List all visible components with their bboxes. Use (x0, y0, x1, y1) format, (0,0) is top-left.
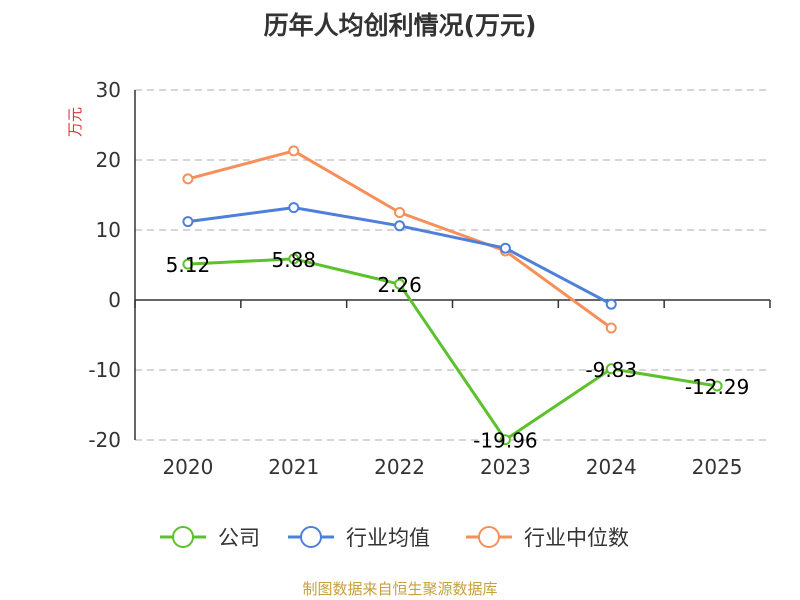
data-point (605, 363, 617, 375)
legend-marker (172, 526, 194, 548)
legend-marker (300, 526, 322, 548)
y-tick-label: 20 (96, 148, 121, 172)
data-point (605, 298, 617, 310)
data-point (288, 253, 300, 265)
series-line-0 (187, 257, 718, 442)
data-label: 5.12 (166, 253, 211, 277)
y-tick-label: 30 (96, 78, 121, 102)
data-label: -19.96 (473, 429, 537, 453)
series-lines (182, 145, 723, 446)
legend: 公司 行业均值 行业中位数 (160, 526, 629, 550)
source-note: 制图数据来自恒生聚源数据库 (302, 580, 498, 598)
chart-title: 历年人均创利情况(万元) (263, 11, 537, 40)
data-point (288, 145, 300, 157)
data-point (605, 322, 617, 334)
legend-label: 行业均值 (346, 526, 430, 550)
legend-item: 公司 (160, 526, 260, 550)
data-point (288, 202, 300, 214)
legend-label: 公司 (218, 526, 260, 550)
data-point (182, 173, 194, 185)
data-point (182, 258, 194, 270)
series-line-2 (187, 149, 613, 330)
data-label: 2.26 (377, 273, 422, 297)
data-point (499, 434, 511, 446)
y-axis-unit-label: 万元 (66, 107, 84, 137)
y-tick-label: -10 (88, 358, 121, 382)
legend-label: 行业中位数 (524, 526, 629, 550)
data-label: -9.83 (585, 358, 637, 382)
x-tick-label: 2022 (374, 455, 425, 479)
data-point (394, 278, 406, 290)
x-tick-label: 2023 (480, 455, 531, 479)
data-point (711, 380, 723, 392)
legend-item: 行业中位数 (466, 526, 629, 550)
data-point (182, 216, 194, 228)
y-tick-label: 0 (108, 288, 121, 312)
legend-marker (478, 526, 500, 548)
data-labels: 5.12 5.88 2.26 -19.96 -9.83 -12.29 (166, 248, 750, 453)
data-point (499, 242, 511, 254)
data-point (394, 207, 406, 218)
data-point (394, 220, 406, 232)
x-tick-label: 2024 (586, 455, 637, 479)
x-tick-label: 2020 (162, 455, 213, 479)
legend-item: 行业均值 (288, 526, 430, 550)
x-tick-label: 2021 (268, 455, 319, 479)
axes: 30 20 10 0 -10 -20 2020 2021 2022 2023 2024 2025 万元 (66, 78, 771, 479)
data-label: -12.29 (685, 375, 749, 399)
y-tick-label: -20 (88, 428, 121, 452)
data-label: 5.88 (271, 248, 316, 272)
y-tick-label: 10 (96, 218, 121, 242)
grid-lines (135, 89, 770, 441)
x-tick-label: 2025 (692, 455, 743, 479)
